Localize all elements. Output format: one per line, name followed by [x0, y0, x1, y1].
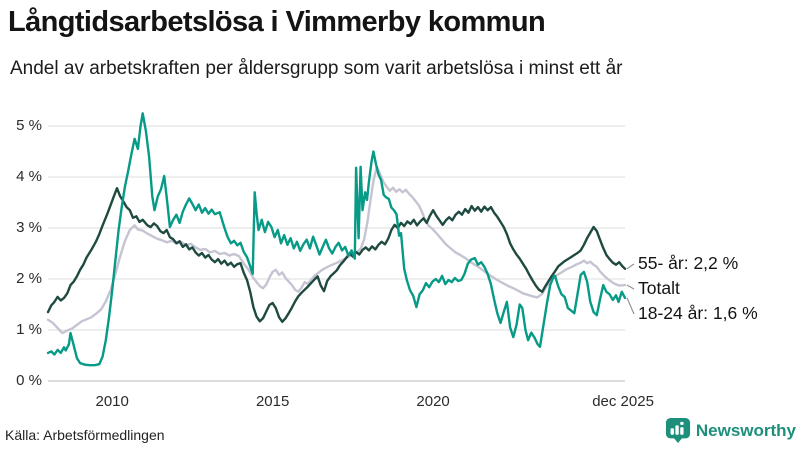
newsworthy-logo-icon — [665, 418, 690, 444]
series-line-Totalt — [46, 165, 627, 335]
newsworthy-brand-link[interactable]: Newsworthy — [665, 417, 796, 445]
x-axis-tick-label: dec 2025 — [592, 393, 654, 410]
y-axis-tick-label: 5 % — [16, 117, 42, 134]
label-leader-line — [626, 263, 635, 270]
series-line-18-24 år — [46, 112, 627, 367]
series-line-55- år — [46, 186, 627, 323]
y-axis-tick-label: 4 % — [16, 168, 42, 185]
x-axis-tick-label: 2020 — [416, 393, 450, 410]
label-leader-line — [626, 284, 635, 290]
x-axis-tick-label: 2010 — [95, 393, 129, 410]
y-axis-tick-label: 1 % — [16, 321, 42, 338]
page-title: Långtidsarbetslösa i Vimmerby kommun — [8, 6, 546, 38]
series-end-label-55plus: 55- år: 2,2 % — [638, 253, 739, 273]
newsworthy-brand-label: Newsworthy — [695, 421, 796, 440]
series-end-label-total: Totalt — [638, 278, 680, 298]
y-axis-tick-label: 2 % — [16, 270, 42, 287]
chart-subtitle: Andel av arbetskraften per åldersgrupp s… — [10, 58, 623, 79]
y-axis-tick-label: 3 % — [16, 219, 42, 236]
series-end-label-18-24: 18-24 år: 1,6 % — [638, 303, 758, 323]
label-leader-line — [626, 297, 635, 315]
source-note: Källa: Arbetsförmedlingen — [5, 427, 165, 443]
x-axis-tick-label: 2015 — [255, 393, 290, 410]
y-axis-tick-label: 0 % — [16, 372, 42, 389]
